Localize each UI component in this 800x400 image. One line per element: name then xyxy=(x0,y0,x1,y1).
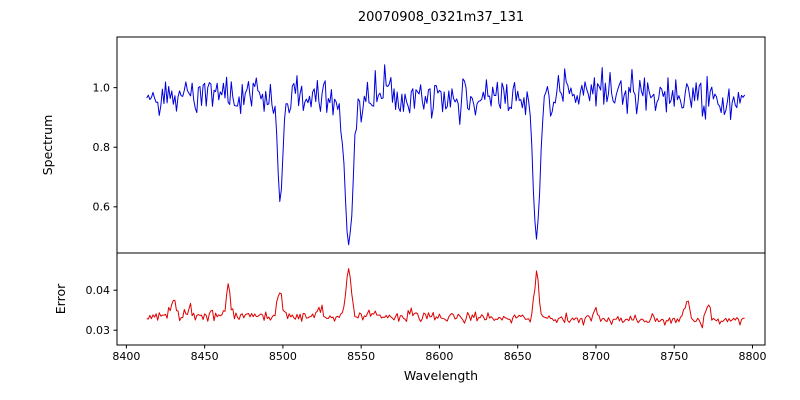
y-tick-label-error: 0.04 xyxy=(86,284,111,297)
y-tick-label-spectrum: 0.6 xyxy=(93,201,111,214)
axes-frame-spectrum xyxy=(116,36,766,254)
chart-title: 20070908_0321m37_131 xyxy=(357,10,525,25)
y-axis-label-error: Error xyxy=(53,283,68,315)
x-tick-label: 8700 xyxy=(582,350,610,363)
x-tick-label: 8650 xyxy=(504,350,532,363)
spectrum-line xyxy=(146,64,746,246)
x-tick-label: 8550 xyxy=(347,350,375,363)
axes-frame-error xyxy=(116,252,766,346)
y-tick-label-spectrum: 0.8 xyxy=(93,141,111,154)
y-tick-label-error: 0.03 xyxy=(86,324,111,337)
x-tick-label: 8750 xyxy=(660,350,688,363)
x-tick-label: 8500 xyxy=(269,350,297,363)
y-tick-label-spectrum: 1.0 xyxy=(93,81,111,94)
x-tick-label: 8450 xyxy=(191,350,219,363)
x-tick-label: 8400 xyxy=(112,350,140,363)
x-tick-label: 8800 xyxy=(738,350,766,363)
error-line xyxy=(146,268,745,329)
x-tick-label: 8600 xyxy=(425,350,453,363)
x-axis-label: Wavelength xyxy=(403,368,479,383)
